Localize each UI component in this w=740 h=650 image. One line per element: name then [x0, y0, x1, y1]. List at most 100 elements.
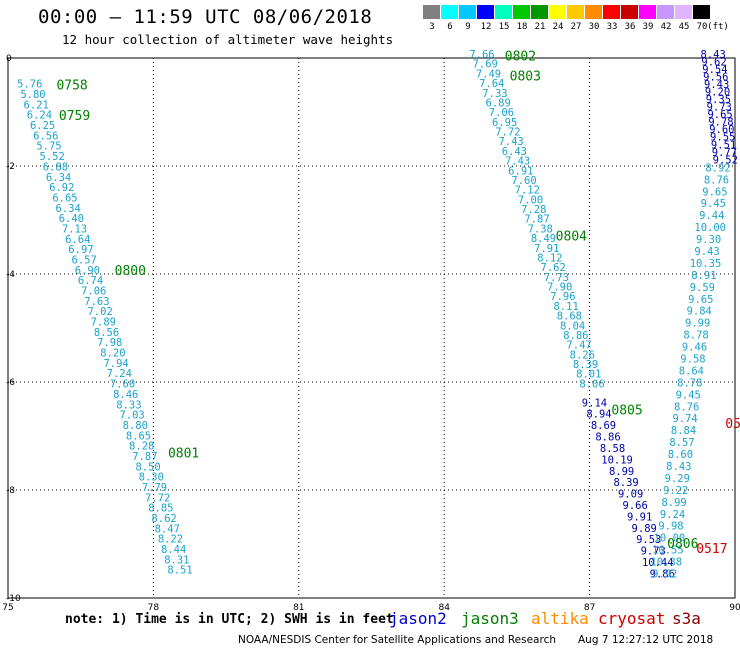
wave-height-label: 8.43: [666, 461, 691, 473]
wave-height-label: 8.86: [595, 432, 620, 444]
wave-height-label: 6.74: [78, 275, 103, 287]
wave-height-label: 7.96: [550, 291, 575, 303]
wave-height-label: 6.90: [75, 265, 100, 277]
wave-height-label: 9.35: [706, 94, 731, 106]
wave-height-label: 5.76: [17, 79, 42, 91]
track-time-label: 0803: [510, 70, 541, 85]
color-swatch: [603, 5, 621, 19]
satellite-tracks: 5.765.806.216.246.256.565.755.526.886.34…: [17, 49, 738, 580]
wave-height-label: 9.52: [713, 154, 738, 166]
wave-height-label: 8.56: [94, 327, 119, 339]
wave-height-label: 7.73: [544, 272, 569, 284]
page-title: 00:00 – 11:59 UTC 08/06/2018: [38, 6, 373, 28]
wave-height-label: 8.43: [701, 49, 726, 61]
wave-height-label: 6.43: [502, 146, 527, 158]
wave-height-label: 9.92: [652, 568, 677, 580]
wave-height-label: 7.38: [528, 223, 553, 235]
wave-height-label: 8.01: [576, 369, 601, 381]
wave-height-label: 9.59: [690, 282, 715, 294]
wave-height-label: 6.64: [65, 234, 90, 246]
color-swatch: [639, 5, 657, 19]
wave-height-label: 7.12: [515, 185, 540, 197]
lat-tick-label: -6: [6, 378, 15, 388]
wave-height-label: 9.98: [658, 521, 683, 533]
lat-tick-label: -4: [6, 270, 15, 280]
wave-height-label: 9.22: [663, 485, 688, 497]
wave-height-label: 6.40: [59, 213, 84, 225]
wave-height-label: 10.35: [690, 258, 722, 270]
color-label: 30: [588, 22, 600, 32]
wave-height-label: 7.72: [495, 127, 520, 139]
wave-height-label: 9.14: [582, 397, 607, 409]
wave-height-label: 8.68: [557, 311, 582, 323]
track-time-label: 0805: [611, 403, 642, 418]
color-swatch: [423, 5, 441, 19]
wave-height-label: 9.73: [641, 546, 666, 558]
wave-height-label: 7.60: [511, 175, 536, 187]
color-label: 42: [660, 22, 672, 32]
wave-height-label: 7.66: [469, 49, 494, 61]
wave-height-label: 7.62: [541, 262, 566, 274]
color-unit: (ft): [707, 22, 729, 32]
wave-height-label: 8.30: [139, 472, 164, 484]
color-swatch: [585, 5, 603, 19]
wave-height-label: 9.46: [682, 342, 707, 354]
wave-height-label: 8.85: [148, 503, 173, 515]
track-time-label: 0801: [168, 447, 199, 462]
wave-height-label: 9.54: [702, 64, 727, 76]
wave-height-label: 8.78: [683, 330, 708, 342]
wave-height-label: 10.00: [694, 222, 726, 234]
wave-height-label: 6.89: [486, 97, 511, 109]
wave-height-label: 9.44: [699, 210, 724, 222]
wave-height-label: 8.91: [691, 270, 716, 282]
wave-height-label: 7.87: [524, 214, 549, 226]
wave-height-label: 7.69: [473, 59, 498, 71]
wave-height-label: 9.66: [623, 500, 648, 512]
wave-height-label: 7.47: [566, 340, 591, 352]
credit-line: NOAA/NESDIS Center for Satellite Applica…: [238, 634, 556, 646]
wave-height-label: 7.89: [91, 317, 116, 329]
wave-height-label: 8.51: [167, 565, 192, 577]
wave-height-label: 6.88: [43, 161, 68, 173]
wave-height-label: 5.75: [36, 141, 61, 153]
color-label: 24: [552, 22, 564, 32]
color-legend-bar: [423, 5, 711, 19]
page-subtitle: 12 hour collection of altimeter wave hei…: [62, 32, 394, 47]
footer-note: note: 1) Time is in UTC; 2) SWH is in fe…: [65, 612, 394, 627]
wave-height-label: 7.98: [97, 337, 122, 349]
lat-tick-label: 0: [6, 54, 12, 64]
color-label: 6: [447, 22, 453, 32]
wave-height-label: 8.78: [677, 377, 702, 389]
wave-height-label: 7.91: [534, 243, 559, 255]
wave-height-label: 9.45: [701, 198, 726, 210]
color-label: 39: [642, 22, 654, 32]
wave-height-label: 9.45: [676, 389, 701, 401]
generated-timestamp: Aug 7 12:27:12 UTC 2018: [578, 634, 714, 646]
track-time-label: 0758: [56, 78, 87, 93]
wave-height-label: 10.38: [650, 557, 682, 569]
wave-height-label: 6.24: [27, 110, 52, 122]
wave-height-label: 8.22: [158, 534, 183, 546]
wave-height-label: 8.39: [573, 359, 598, 371]
wave-height-label: 7.43: [498, 136, 523, 148]
wave-height-label: 8.33: [116, 399, 141, 411]
wave-height-label: 6.56: [33, 130, 58, 142]
wave-height-label: 8.64: [679, 365, 704, 377]
track-time-label: 0517: [725, 417, 740, 432]
wave-height-label: 7.49: [476, 68, 501, 80]
track-time-label: 0759: [59, 109, 90, 124]
wave-height-label: 9.78: [708, 117, 733, 129]
wave-height-label: 8.76: [704, 174, 729, 186]
color-swatch: [675, 5, 693, 19]
wave-height-label: 9.30: [696, 234, 721, 246]
satellite-legend-jason3: jason3: [461, 609, 519, 628]
wave-height-label: 10.19: [601, 454, 633, 466]
wave-height-label: 9.65: [688, 294, 713, 306]
color-label: 18: [516, 22, 528, 32]
color-swatch: [513, 5, 531, 19]
lon-tick-label: 87: [584, 603, 595, 610]
wave-height-label: 6.91: [508, 165, 533, 177]
wave-height-label: 8.50: [135, 461, 160, 473]
wave-height-label: 9.73: [707, 102, 732, 114]
wave-height-label: 8.49: [531, 233, 556, 245]
